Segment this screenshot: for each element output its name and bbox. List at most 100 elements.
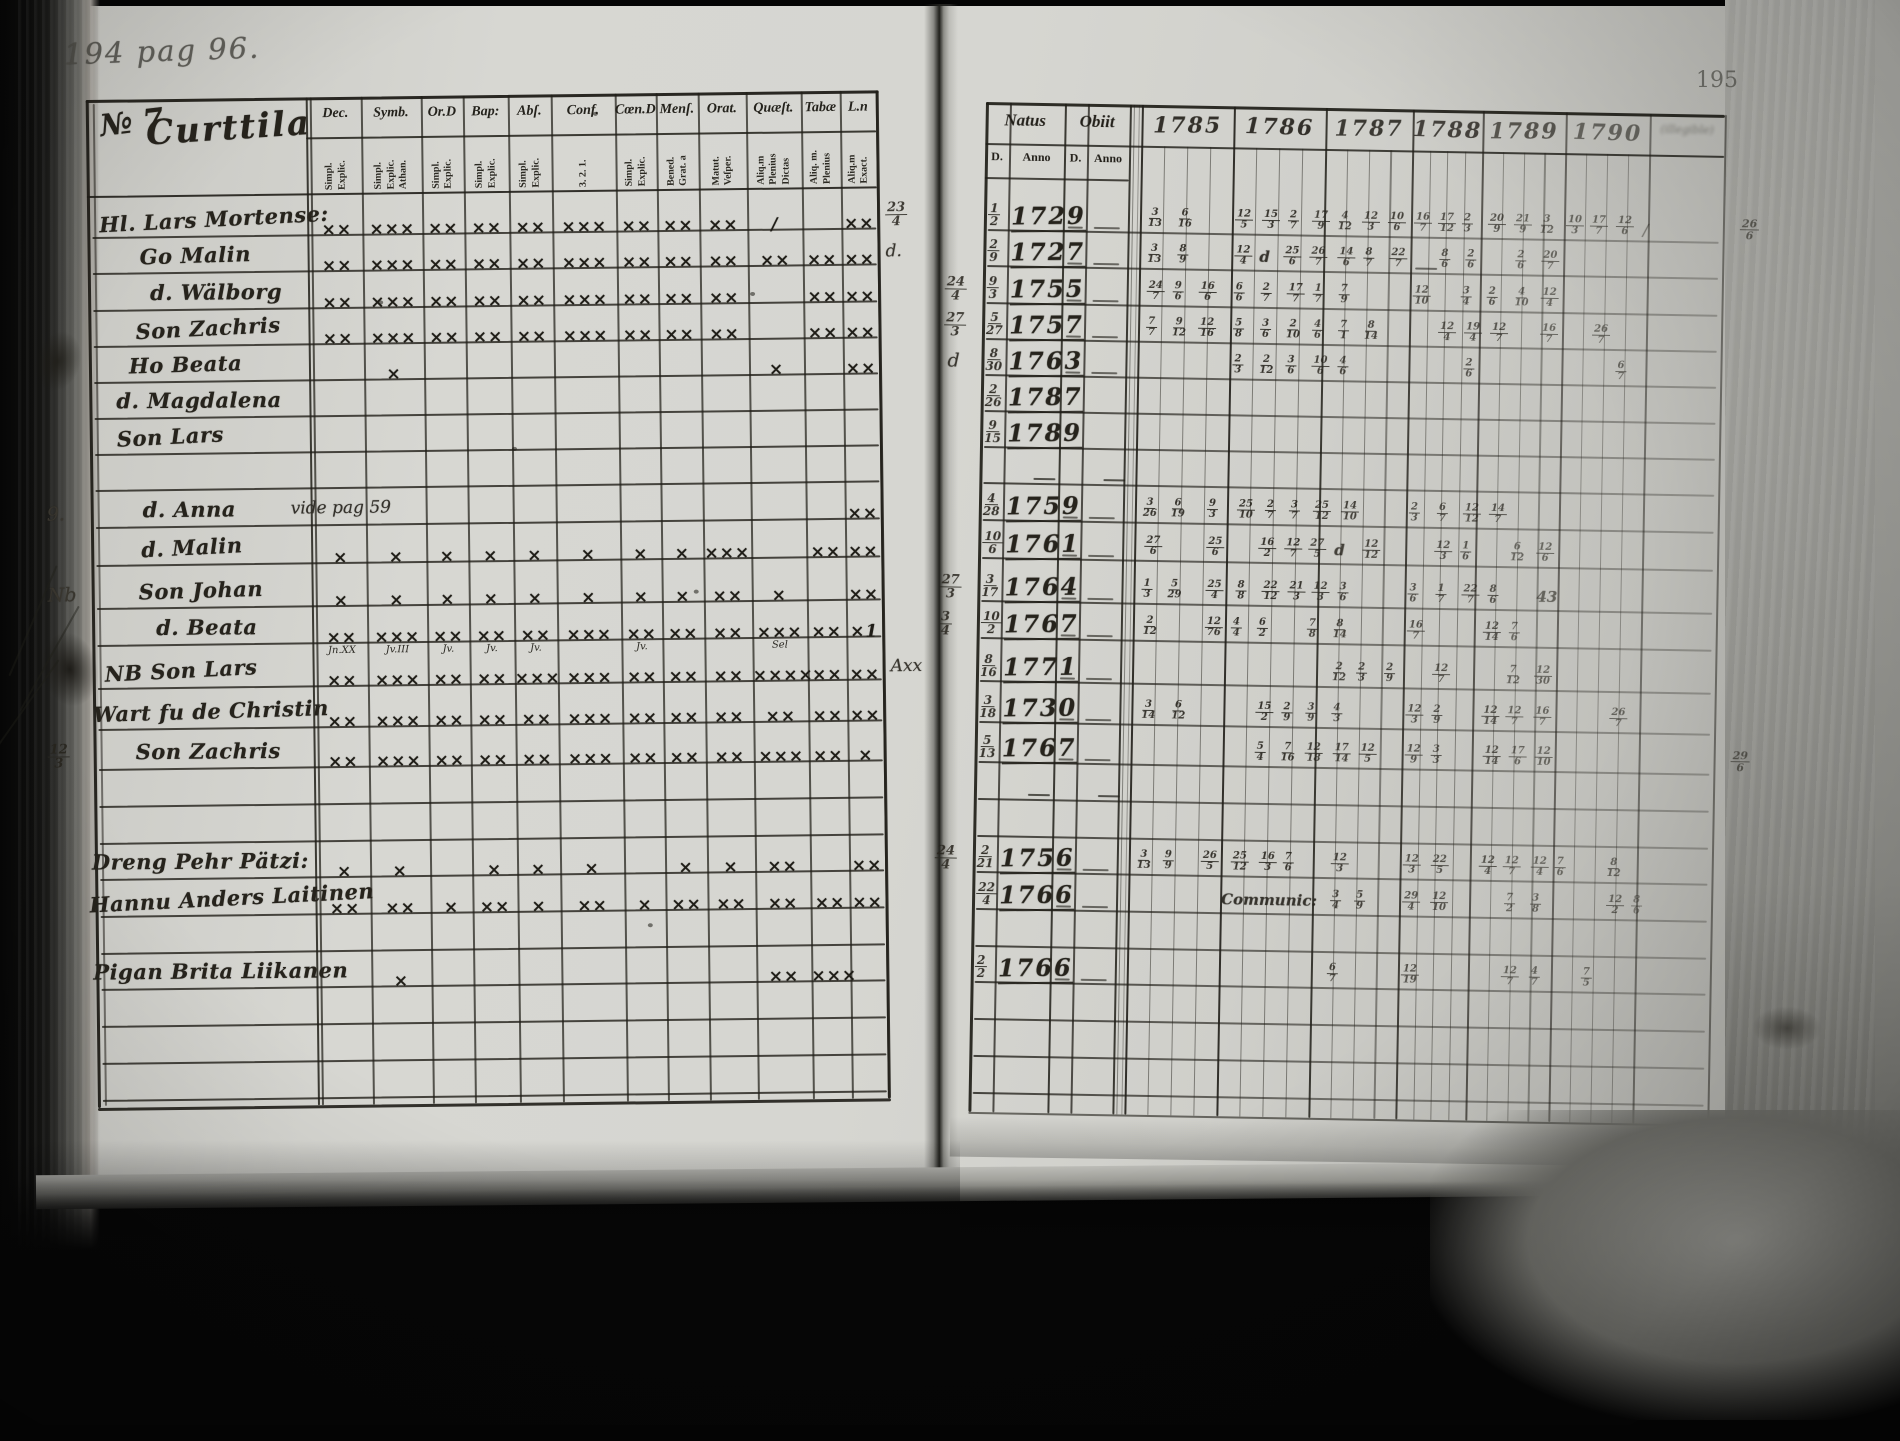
fraction-denominator: 16	[1280, 752, 1295, 764]
year-subcolumn-rule	[1590, 153, 1609, 1123]
natus-day: 2 21	[977, 843, 994, 870]
fraction-denominator: 5	[1240, 219, 1248, 231]
fraction-denominator: 4	[1545, 297, 1554, 309]
fraction-denominator: 12	[1364, 549, 1379, 561]
fraction-denominator: 14	[1363, 330, 1378, 342]
communion-date: 3 12	[1540, 214, 1554, 236]
communion-date: 12 30	[1534, 665, 1553, 687]
fraction-denominator: 9	[1385, 673, 1394, 685]
danno-subheader-rule	[984, 176, 1129, 182]
fraction-denominator: 6	[1541, 552, 1549, 564]
communion-date: 16 7	[1540, 323, 1559, 345]
obiit-dash	[1086, 634, 1113, 638]
fraction-denominator: 10	[1431, 901, 1447, 914]
natus-day: 10 6	[982, 529, 1004, 557]
fraction-denominator: 6	[1235, 292, 1243, 304]
communion-date: 16 7	[1533, 706, 1552, 728]
natus-obiit-rule	[1112, 104, 1132, 1115]
obiit-dash	[1080, 978, 1107, 982]
fraction-denominator: 6	[1203, 291, 1212, 303]
fraction-denominator: 2	[989, 214, 999, 229]
communion-date: 12 5	[1358, 743, 1377, 765]
communion-date: 12 6	[1536, 542, 1555, 564]
fraction-denominator: 6	[1211, 547, 1219, 559]
fraction-denominator: 9	[989, 250, 998, 265]
natus-day: 4 28	[982, 491, 1000, 519]
communion-date: 2 10	[1286, 318, 1300, 340]
fraction-denominator: 7	[1614, 718, 1622, 730]
communion-date: 22 5	[1430, 854, 1449, 876]
fraction-denominator: 10	[1536, 756, 1551, 768]
fraction-denominator: 7	[1538, 716, 1546, 728]
natus-day: 8 16	[980, 652, 997, 679]
row-line	[987, 229, 1719, 244]
entry-dash	[1033, 477, 1056, 481]
communion-date: 25 6	[1283, 245, 1302, 267]
fraction-denominator: 14	[1484, 631, 1499, 644]
communion-date: 14 6	[1337, 246, 1356, 268]
fraction-denominator: 7	[1437, 593, 1445, 606]
communion-date: 12 14	[1481, 705, 1500, 727]
fraction-denominator: 7	[1266, 509, 1274, 522]
row-line	[986, 302, 1718, 317]
fraction-denominator: 7	[1314, 293, 1322, 305]
fraction-denominator: 28	[982, 504, 1000, 519]
fraction-denominator: 6	[1517, 260, 1525, 272]
year-column-border	[1216, 106, 1236, 1117]
fraction-denominator: 7	[1394, 258, 1402, 270]
day-subheader: D.	[991, 149, 1004, 164]
fraction-denominator: 3	[1410, 512, 1418, 524]
communion-date: 12 4	[1530, 856, 1549, 878]
fraction-denominator: 7	[1412, 630, 1420, 642]
communion-date: 12 3	[1311, 581, 1330, 603]
fraction-denominator: 6	[988, 542, 997, 557]
fraction-denominator: 3	[1292, 591, 1300, 603]
fraction-denominator: 19	[1170, 508, 1185, 520]
communion-date: 3 13	[1147, 243, 1161, 265]
fraction-denominator: 10	[1514, 297, 1529, 309]
fraction-denominator: 3	[988, 287, 998, 302]
fraction-denominator: 12	[1259, 364, 1274, 377]
day-subheader: D.	[1069, 150, 1082, 165]
communion-date: 12 3	[1405, 703, 1424, 726]
fraction-denominator: 16	[1177, 218, 1192, 230]
row-line	[985, 374, 1717, 389]
communion-date: 12 6	[1615, 215, 1635, 237]
communion-date: 12 7	[1284, 537, 1303, 559]
fraction-denominator: 3	[1316, 591, 1324, 603]
fraction-denominator: 3	[945, 586, 956, 602]
right-page-left-margin-note: 27 3	[939, 572, 962, 602]
row-line	[973, 1054, 1705, 1070]
communion-date: 12 76	[1204, 616, 1223, 638]
communion-date: 21 3	[1287, 580, 1306, 603]
communion-date: 12 4	[1234, 244, 1253, 267]
entry-script: Communic:	[1220, 890, 1318, 910]
communion-date: 2 12	[1259, 354, 1274, 377]
fraction-denominator: 7	[1508, 866, 1516, 878]
communion-date: 12 9	[1404, 743, 1423, 766]
natus-day: 3 17	[981, 572, 998, 599]
row-line	[975, 944, 1707, 960]
row-line	[979, 720, 1711, 736]
communion-date: 27 6	[1144, 535, 1163, 557]
fraction-denominator: 6	[1393, 222, 1401, 234]
natus-day: 5 27	[986, 310, 1003, 337]
fraction-denominator: 12	[1439, 222, 1454, 235]
fraction-denominator: 9	[1340, 294, 1348, 306]
